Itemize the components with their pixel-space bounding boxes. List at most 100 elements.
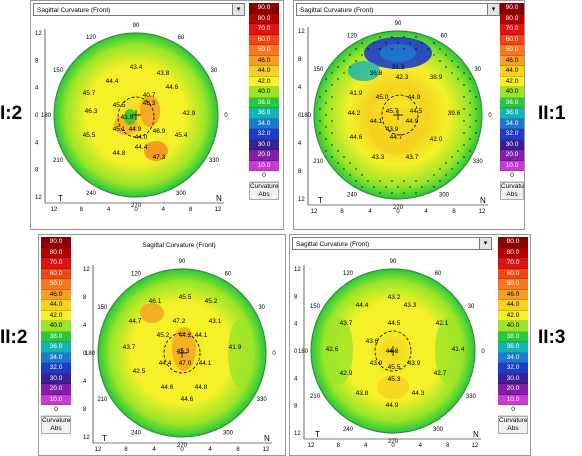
scale-step: 36.0 (41, 342, 71, 353)
polar-label: 30 (258, 305, 265, 311)
scale-step: 60.0 (249, 34, 279, 45)
y-tick-label: 12 (298, 29, 305, 35)
polar-label: 0 (488, 113, 492, 119)
scale-step: 90.0 (249, 3, 279, 14)
x-tick-label: 8 (124, 447, 128, 453)
scale-step: 44.0 (249, 66, 279, 77)
map-type-dropdown[interactable]: Sagittal Curvature (Front) ▾ (33, 3, 245, 16)
scale-step: 10.0 (498, 394, 528, 405)
map-panel-2: Sagittal Curvature (Front) ▾ 90 120 150 180… (293, 0, 525, 230)
nasal-label: N (264, 434, 270, 443)
polar-label: 300 (439, 193, 450, 199)
y-tick-label: 4 (294, 376, 298, 382)
scale-step: 46.0 (498, 289, 528, 300)
polar-label: 150 (53, 68, 64, 74)
panel-label-3: II:2 (0, 327, 28, 348)
chevron-down-icon[interactable]: ▾ (487, 4, 499, 15)
polar-label: 330 (209, 158, 220, 164)
scale-step: 50.0 (500, 45, 524, 56)
curvature-value: 36.8 (370, 70, 383, 77)
y-tick-label: 8 (294, 294, 298, 300)
curvature-value: 45.5 (388, 364, 401, 371)
scale-step: 42.0 (249, 76, 279, 87)
curvature-value: 43.1 (209, 318, 222, 325)
pupil-outline (381, 94, 419, 136)
scale-step: 40.0 (500, 87, 524, 98)
y-tick-label: 12 (83, 267, 90, 273)
polar-label: 60 (441, 33, 448, 39)
curvature-value: 45.2 (157, 332, 170, 339)
curvature-value: 43.2 (388, 294, 401, 301)
color-scale: 90.0 80.0 70.0 60.0 50.0 46.0 44.0 42.0 40.0 38.0… (498, 237, 528, 434)
polar-label: 30 (468, 304, 475, 310)
topography-map: 9012015018021024027030033003060128404812… (83, 259, 276, 453)
curvature-value: 48.3 (143, 100, 156, 107)
curvature-value: 42.1 (436, 320, 449, 327)
polar-label: 60 (435, 271, 442, 277)
polar-label: 0 (481, 349, 485, 355)
color-scale: 90.0 80.0 70.0 60.0 50.0 46.0 44.0 42.0 40.0 38.0… (500, 3, 524, 200)
scale-step: 90.0 (41, 237, 71, 248)
x-tick-label: 12 (479, 209, 486, 215)
curvature-value: 43.8 (356, 390, 369, 397)
polar-label: 240 (86, 191, 97, 197)
topography-map: 9012015018021024027030033003060128404812… (35, 23, 228, 213)
scale-step: 10.0 (500, 160, 524, 171)
scale-step: 36.0 (500, 108, 524, 119)
scale-step: 32.0 (249, 129, 279, 140)
polar-label: 60 (178, 35, 185, 41)
curvature-value: 44.8 (113, 150, 126, 157)
curvature-value: 42.9 (340, 370, 353, 377)
curvature-value: 43.7 (123, 344, 136, 351)
chevron-down-icon[interactable]: ▾ (479, 238, 491, 249)
curvature-value: 46.3 (85, 108, 98, 115)
polar-label: 180 (85, 351, 96, 357)
scale-step: 44.0 (498, 300, 528, 311)
scale-step: 32.0 (500, 129, 524, 140)
curvature-value: 41.9 (350, 90, 363, 97)
scale-step: 42.0 (500, 76, 524, 87)
x-tick-label: 8 (189, 207, 193, 213)
scale-step: 32.0 (41, 363, 71, 374)
scale-step: 70.0 (498, 258, 528, 269)
polar-label: 270 (388, 439, 399, 445)
polar-label: 120 (86, 35, 97, 41)
polar-label: 210 (97, 397, 108, 403)
curvature-value: 42.9 (183, 110, 196, 117)
polar-label: 180 (41, 113, 52, 119)
curvature-value: 47.3 (153, 154, 166, 161)
curvature-value: 44.7 (129, 318, 142, 325)
scale-step: 40.0 (249, 87, 279, 98)
scale-step: 60.0 (41, 268, 71, 279)
y-tick-label: 4 (83, 379, 87, 385)
polar-label: 0 (272, 351, 276, 357)
curvature-value: 41.9 (121, 114, 134, 121)
map-type-dropdown[interactable]: Sagittal Curvature (Front) ▾ (292, 237, 492, 250)
polar-label: 90 (179, 259, 186, 265)
curvature-value: 44.9 (406, 118, 419, 125)
curvature-value: 45.7 (83, 90, 96, 97)
curvature-value: 44.6 (350, 134, 363, 141)
scale-step: 80.0 (500, 13, 524, 24)
scale-step: 50.0 (498, 279, 528, 290)
scale-step: 20.0 (498, 384, 528, 395)
y-tick-label: 8 (35, 168, 39, 174)
scale-step: 10.0 (249, 160, 279, 171)
scale-step: 40.0 (498, 321, 528, 332)
y-tick-label: 0 (35, 113, 39, 119)
polar-label: 210 (53, 158, 64, 164)
curvature-value: 42.6 (326, 346, 339, 353)
y-tick-label: 4 (35, 86, 39, 92)
scale-step: 20.0 (500, 150, 524, 161)
polar-label: 150 (97, 305, 108, 311)
scale-step: 40.0 (41, 321, 71, 332)
scale-step: 36.0 (249, 108, 279, 119)
map-type-dropdown[interactable]: Sagittal Curvature (Front) ▾ (296, 3, 500, 16)
chevron-down-icon[interactable]: ▾ (232, 4, 244, 15)
polar-label: 90 (390, 259, 397, 265)
y-tick-label: 0 (298, 113, 302, 119)
x-tick-label: 8 (337, 443, 341, 449)
x-tick-label: 0 (134, 207, 138, 213)
pupil-outline (163, 332, 201, 374)
curvature-value: 44.1 (370, 118, 383, 125)
